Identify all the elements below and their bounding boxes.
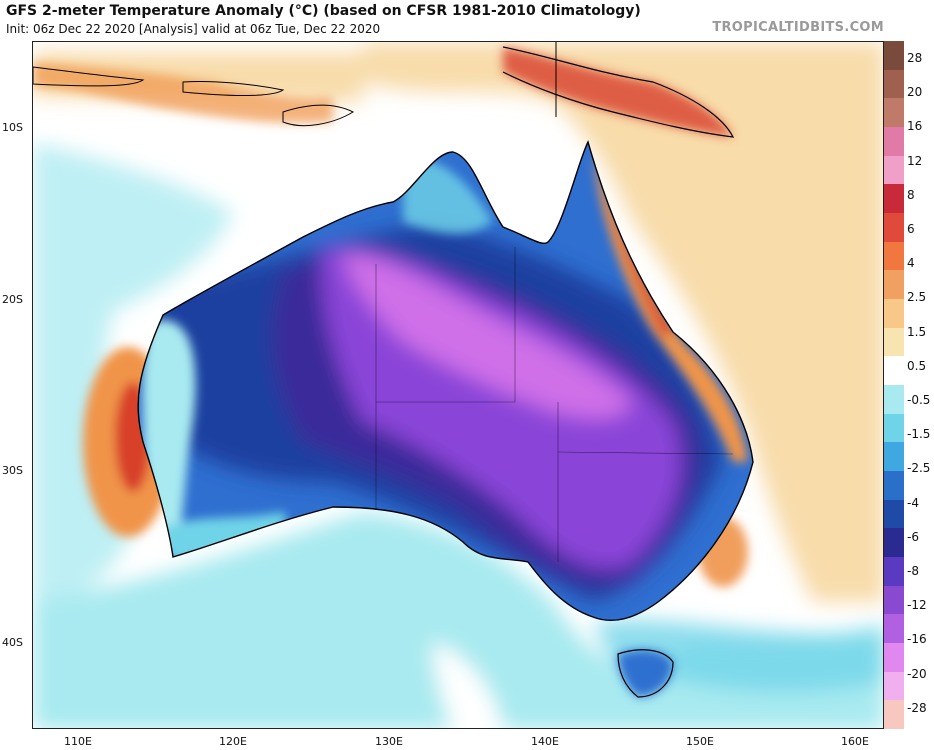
- colorbar-cell: [884, 270, 904, 300]
- colorbar-cell: [884, 557, 904, 587]
- colorbar-label: 2.5: [907, 290, 927, 305]
- white-band-south: [433, 642, 503, 728]
- colorbar-cell: [884, 643, 904, 673]
- map-subtitle: Init: 06z Dec 22 2020 [Analysis] valid a…: [6, 22, 381, 36]
- colorbar-cell: [884, 241, 904, 271]
- colorbar-cell: [884, 127, 904, 157]
- anomaly-map: [32, 41, 884, 729]
- colorbar: [884, 41, 904, 730]
- colorbar-label: -0.5: [907, 393, 931, 407]
- lat-label: 30S: [2, 464, 23, 477]
- warm-anomaly-indonesia: [33, 62, 333, 124]
- lat-label: 10S: [2, 121, 23, 134]
- island-timor-coastline: [282, 104, 355, 127]
- colorbar-cell: [884, 614, 904, 644]
- colorbar-cell: [884, 184, 904, 214]
- colorbar-cell: [884, 385, 904, 415]
- colorbar-cell: [884, 155, 904, 185]
- tasmania-anomaly: [618, 649, 673, 697]
- colorbar-label: 4: [907, 256, 915, 271]
- border-nt: [376, 247, 516, 403]
- colorbar-cell: [884, 471, 904, 501]
- colorbar-label: 1.5: [907, 324, 927, 339]
- colorbar-cell: [884, 327, 904, 357]
- colorbar-label: -6: [907, 529, 919, 544]
- colorbar-cell: [884, 413, 904, 443]
- cool-anomaly-west: [33, 142, 233, 622]
- colorbar-cell: [884, 69, 904, 99]
- land-east-warm: [593, 152, 748, 462]
- tasmania-coastline: [617, 649, 674, 698]
- lon-label: 120E: [219, 735, 247, 748]
- colorbar-cell: [884, 528, 904, 558]
- island-lesser-sunda-coastline: [182, 80, 285, 97]
- lon-label: 140E: [531, 735, 559, 748]
- colorbar-cell: [884, 499, 904, 529]
- colorbar-label: -8: [907, 564, 919, 578]
- colorbar-label: 12: [907, 153, 923, 168]
- colorbar-label: -2.5: [907, 461, 931, 476]
- land-magenta: [343, 252, 633, 419]
- island-java-coastline: [33, 66, 145, 87]
- land-southwest-cyan: [153, 512, 287, 562]
- colorbar-label: 8: [907, 187, 915, 202]
- colorbar-cell: [884, 671, 904, 701]
- map-title: GFS 2-meter Temperature Anomaly (°C) (ba…: [6, 3, 641, 19]
- colorbar-cell: [884, 442, 904, 472]
- colorbar-cell: [884, 41, 904, 71]
- land-north-cyan: [403, 159, 493, 234]
- border-qld-nsw: [557, 451, 734, 455]
- colorbar-cell: [884, 700, 904, 730]
- lon-label: 160E: [841, 735, 869, 748]
- colorbar-label: -1.5: [907, 427, 931, 442]
- lat-label: 40S: [2, 636, 23, 649]
- brand-watermark: TROPICALTIDBITS.COM: [712, 20, 884, 35]
- colorbar-label: 6: [907, 222, 915, 236]
- colorbar-label: -16: [907, 632, 927, 647]
- colorbar-cell: [884, 585, 904, 615]
- lon-label: 130E: [375, 735, 403, 748]
- colorbar-label: 20: [907, 85, 923, 100]
- colorbar-cell: [884, 356, 904, 386]
- warm-anomaly-northeast: [363, 42, 883, 602]
- australia-coastline: [137, 140, 754, 621]
- new-guinea-coastline: [502, 46, 735, 138]
- colorbar-label: -4: [907, 495, 919, 510]
- lat-label: 20S: [2, 293, 23, 306]
- colorbar-label: 28: [907, 51, 923, 65]
- warm-anomaly-new-guinea: [503, 47, 733, 137]
- colorbar-label: -20: [907, 666, 927, 681]
- colorbar-label: -12: [907, 598, 927, 613]
- colorbar-label: 16: [907, 119, 923, 134]
- lon-label: 110E: [64, 735, 92, 748]
- colorbar-cell: [884, 98, 904, 128]
- colorbar-cell: [884, 299, 904, 329]
- colorbar-label: -28: [907, 700, 927, 715]
- lon-label: 150E: [686, 735, 714, 748]
- colorbar-cell: [884, 213, 904, 243]
- colorbar-label: 0.5: [907, 358, 927, 373]
